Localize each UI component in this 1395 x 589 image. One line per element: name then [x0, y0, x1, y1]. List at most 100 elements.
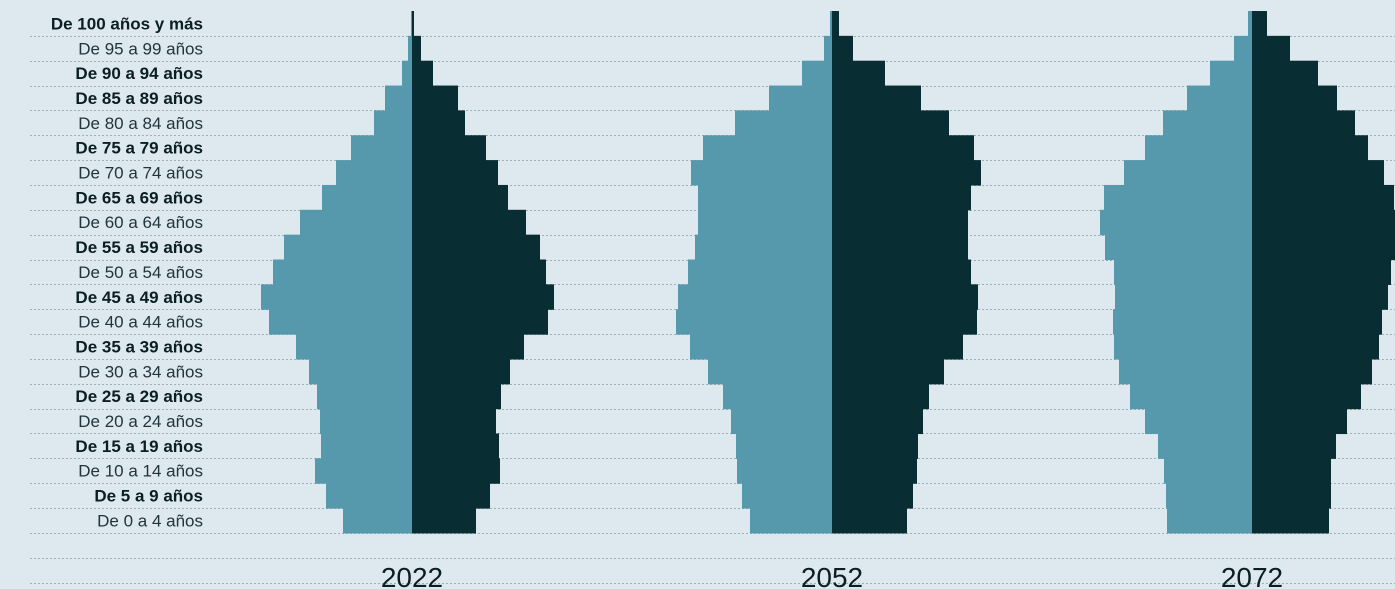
bar-left [1234, 35, 1252, 62]
bar-left [1248, 11, 1252, 37]
bar-left [735, 110, 832, 136]
bar-right [412, 458, 500, 484]
age-group-label: De 65 a 69 años [75, 188, 203, 207]
bar-right [1252, 11, 1267, 37]
age-group-label: De 90 a 94 años [75, 64, 203, 83]
bar-left [750, 508, 832, 534]
year-label: 2022 [381, 562, 443, 589]
bar-left [769, 85, 832, 111]
bar-right [412, 209, 526, 236]
bar-right [832, 135, 974, 161]
age-group-label: De 45 a 49 años [75, 288, 203, 307]
bar-left [1113, 309, 1252, 335]
bar-right [1252, 35, 1290, 62]
bar-left [284, 234, 412, 261]
bar-right [832, 60, 885, 87]
bar-right [1252, 259, 1391, 285]
bar-left [343, 508, 412, 534]
pyramid-2022 [261, 11, 554, 534]
bar-left [731, 408, 832, 435]
age-group-label: De 75 a 79 años [75, 139, 203, 158]
bar-left [695, 234, 832, 261]
bar-right [832, 209, 968, 236]
bar-left [1145, 135, 1252, 161]
bar-left [402, 60, 412, 87]
bar-right [412, 135, 486, 161]
bar-right [1252, 383, 1361, 410]
age-group-label: De 80 a 84 años [78, 114, 203, 133]
bar-right [832, 35, 853, 62]
bar-left [1100, 209, 1252, 236]
bar-left [737, 458, 832, 484]
year-label: 2072 [1221, 562, 1283, 589]
bar-right [1252, 234, 1395, 261]
bar-right [832, 234, 968, 261]
bar-left [1187, 85, 1252, 111]
bar-right [1252, 60, 1318, 87]
bar-right [832, 458, 917, 484]
age-group-label: De 35 a 39 años [75, 337, 203, 356]
bar-right [412, 284, 554, 310]
bar-right [832, 309, 977, 335]
bar-right [832, 259, 971, 285]
bar-left [336, 160, 412, 186]
bar-left [1158, 433, 1252, 459]
bar-right [832, 508, 907, 534]
bar-left [691, 160, 832, 186]
bar-right [832, 383, 929, 410]
bar-right [1252, 358, 1372, 385]
bar-left [1163, 110, 1252, 136]
bar-left [1104, 184, 1252, 211]
bar-left [411, 11, 412, 37]
year-label: 2052 [801, 562, 863, 589]
bar-left [830, 11, 832, 37]
bar-left [723, 383, 832, 410]
bar-left [802, 60, 832, 87]
age-group-label: De 5 a 9 años [94, 487, 203, 506]
bar-left [374, 110, 412, 136]
age-group-label: De 85 a 89 años [75, 89, 203, 108]
age-labels: De 100 años y más De 95 a 99 años De 90 a … [51, 14, 203, 530]
bar-left [1164, 458, 1252, 484]
bar-left [824, 35, 832, 62]
bar-left [320, 408, 412, 435]
bar-right [412, 60, 433, 87]
bar-right [412, 259, 546, 285]
bar-right [412, 234, 540, 261]
bar-right [1252, 110, 1355, 136]
bar-left [351, 135, 412, 161]
bar-left [273, 259, 412, 285]
bar-left [296, 334, 412, 360]
bar-right [832, 483, 913, 509]
bar-right [832, 110, 949, 136]
bar-left [326, 483, 412, 509]
age-group-label: De 40 a 44 años [78, 313, 203, 332]
bar-right [832, 184, 971, 211]
bar-right [1252, 85, 1337, 111]
bar-left [322, 184, 412, 211]
bar-right [412, 383, 501, 410]
bar-left [321, 433, 412, 459]
age-group-label: De 60 a 64 años [78, 213, 203, 232]
bar-right [832, 358, 944, 385]
bar-right [832, 11, 839, 37]
bar-left [300, 209, 412, 236]
bar-left [1114, 334, 1252, 360]
age-group-label: De 30 a 34 años [78, 362, 203, 381]
age-group-label: De 70 a 74 años [78, 164, 203, 183]
age-group-label: De 95 a 99 años [78, 39, 203, 58]
pyramid-2072 [1100, 11, 1395, 534]
pyramid-2052 [676, 11, 981, 534]
bar-right [832, 85, 921, 111]
bar-left [385, 85, 412, 111]
bar-right [1252, 309, 1382, 335]
bar-right [832, 284, 978, 310]
bar-left [408, 35, 412, 62]
bar-left [1105, 234, 1252, 261]
bar-right [412, 110, 465, 136]
bar-right [412, 35, 421, 62]
bar-left [698, 184, 832, 211]
bar-left [309, 358, 412, 385]
bar-left [1119, 358, 1252, 385]
